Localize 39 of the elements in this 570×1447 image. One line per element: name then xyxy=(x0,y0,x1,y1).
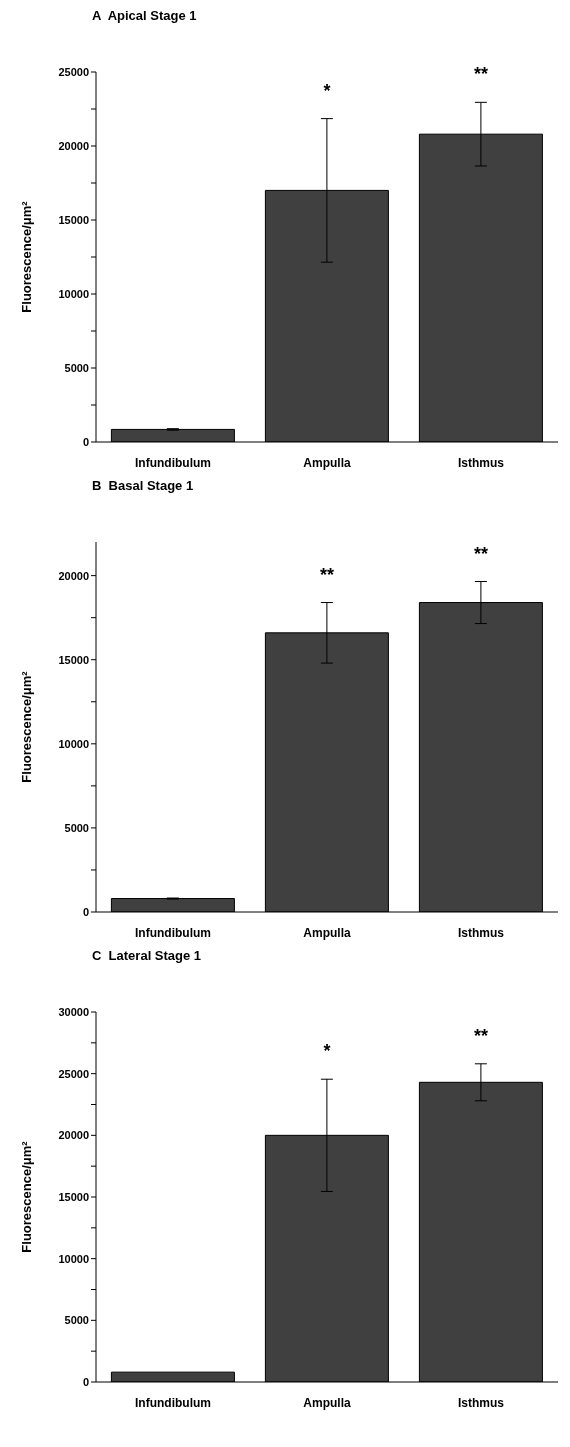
annotation: * xyxy=(323,80,331,101)
chart-title: C Lateral Stage 1 xyxy=(91,948,203,965)
x-tick-label: Ampulla xyxy=(303,1395,351,1410)
x-tick-label: Infundibulum xyxy=(135,925,211,940)
y-tick-label: 0 xyxy=(82,1375,89,1388)
y-axis-title: Fluorescence/μm² xyxy=(18,670,34,783)
chart-title: A Apical Stage 1 xyxy=(91,8,198,25)
y-axis-title: Fluorescence/μm² xyxy=(18,1140,34,1253)
y-tick-label: 5000 xyxy=(64,361,89,374)
x-tick-label: Infundibulum xyxy=(135,1395,211,1410)
y-tick-label: 5000 xyxy=(64,1314,89,1327)
y-tick-label: 30000 xyxy=(58,1005,89,1018)
y-tick-label: 15000 xyxy=(58,213,89,226)
y-tick-label: 20000 xyxy=(58,139,89,152)
x-tick-label: Infundibulum xyxy=(135,455,211,470)
x-tick-label: Ampulla xyxy=(303,455,351,470)
annotation: * xyxy=(323,1041,331,1062)
y-axis-title: Fluorescence/μm² xyxy=(18,200,34,313)
annotation: ** xyxy=(473,64,488,85)
y-tick-label: 25000 xyxy=(58,65,89,78)
x-tick-label: Isthmus xyxy=(457,1395,505,1410)
y-tick-label: 10000 xyxy=(58,737,89,750)
y-tick-label: 15000 xyxy=(58,653,89,666)
x-tick-label: Ampulla xyxy=(303,925,351,940)
annotation: ** xyxy=(473,543,488,564)
annotation: ** xyxy=(319,564,334,585)
chart-title: B Basal Stage 1 xyxy=(91,478,195,495)
y-tick-label: 15000 xyxy=(58,1190,89,1203)
y-tick-label: 25000 xyxy=(58,1067,89,1080)
y-tick-label: 0 xyxy=(82,435,89,448)
y-tick-label: 10000 xyxy=(58,287,89,300)
y-tick-label: 10000 xyxy=(58,1252,89,1265)
x-tick-label: Isthmus xyxy=(457,455,505,470)
y-tick-label: 20000 xyxy=(58,569,89,582)
y-tick-label: 20000 xyxy=(58,1129,89,1142)
x-tick-label: Isthmus xyxy=(457,925,505,940)
annotation: ** xyxy=(473,1025,488,1046)
y-tick-label: 0 xyxy=(82,905,89,918)
y-tick-label: 5000 xyxy=(64,821,89,834)
